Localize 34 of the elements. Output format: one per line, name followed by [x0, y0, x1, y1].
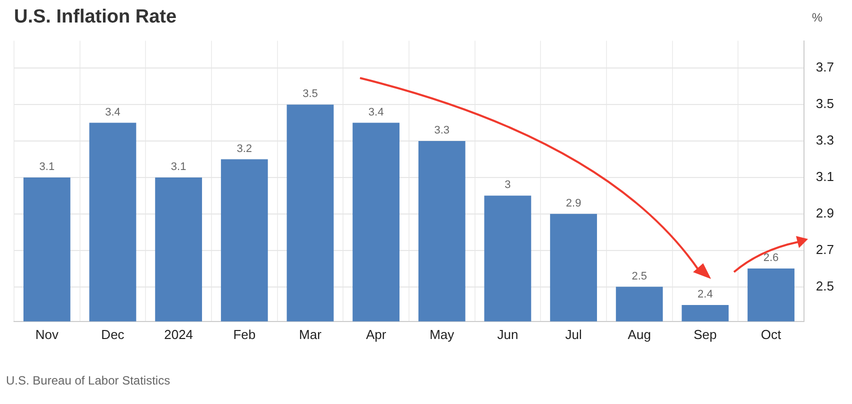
data-label: 3.3 [434, 124, 450, 137]
x-tick-label: Sep [694, 326, 717, 342]
x-tick-label: Nov [35, 326, 59, 342]
x-tick-label: Dec [101, 326, 125, 342]
y-tick-label: 3.7 [816, 60, 834, 75]
data-label: 2.9 [566, 197, 582, 210]
x-tick-label: Apr [366, 326, 387, 342]
data-label: 3.5 [302, 88, 318, 100]
y-tick-label: 3.5 [816, 96, 834, 112]
y-tick-label: 2.7 [816, 242, 834, 257]
data-label: 3.4 [368, 106, 384, 118]
x-tick-label: Jun [497, 326, 518, 342]
data-label: 3.4 [105, 106, 120, 118]
y-tick-label: 2.9 [816, 205, 834, 220]
data-label: 3 [504, 179, 511, 192]
data-label: 2.6 [763, 252, 779, 264]
x-tick-label: 2024 [164, 326, 194, 342]
x-tick-label: Jul [565, 326, 582, 342]
data-label: 3.1 [170, 160, 186, 173]
x-tick-label: May [430, 326, 455, 342]
y-tick-label: 2.5 [816, 278, 834, 294]
x-tick-label: Oct [760, 326, 782, 342]
x-tick-label: Aug [628, 326, 651, 342]
data-label: 3.1 [39, 160, 55, 173]
text: U.S. Bureau of Labor Statistics [6, 373, 170, 388]
data-label: 3.2 [236, 142, 252, 155]
data-label: 2.5 [632, 270, 648, 282]
y-tick-label: 3.3 [816, 132, 834, 148]
x-tick-label: Mar [299, 326, 322, 342]
x-tick-label: Feb [233, 326, 256, 342]
y-tick-label: 3.1 [816, 169, 834, 184]
chart-title: U.S. Inflation Rate [14, 6, 177, 28]
y-axis-title: % [812, 10, 823, 24]
data-label: 2.4 [698, 288, 713, 301]
